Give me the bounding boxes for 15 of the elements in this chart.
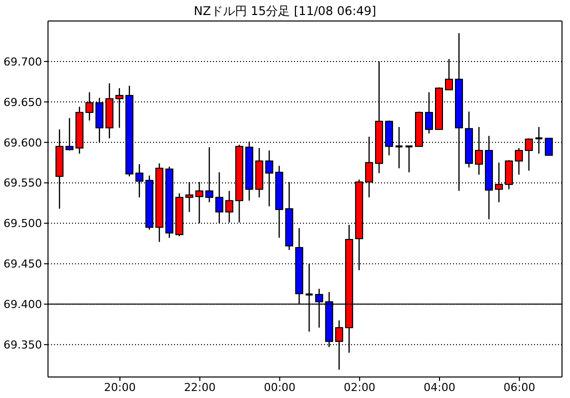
x-tick-label: 04:00 — [424, 380, 456, 394]
x-tick-label: 06:00 — [504, 380, 536, 394]
y-tick-label: 69.550 — [4, 176, 42, 190]
y-tick-label: 69.650 — [4, 96, 42, 109]
y-tick-label: 69.400 — [4, 298, 42, 312]
x-tick-label: 22:00 — [184, 380, 216, 394]
y-tick-label: 69.600 — [4, 136, 42, 150]
chart-title: NZドル円 15分足 [11/08 06:49] — [192, 3, 378, 20]
y-tick-label: 69.500 — [4, 217, 42, 230]
x-tick-label: 00:00 — [264, 380, 296, 394]
y-tick-label: 69.350 — [4, 338, 42, 352]
x-tick-label: 20:00 — [104, 380, 136, 394]
y-tick-label: 69.700 — [4, 55, 42, 68]
x-tick-label: 02:00 — [344, 380, 376, 394]
y-tick-label: 69.450 — [4, 258, 42, 271]
